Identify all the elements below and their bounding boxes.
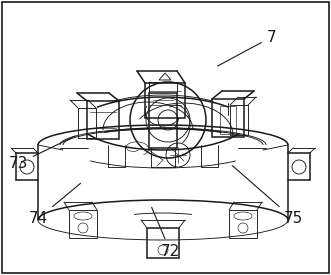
Text: 7: 7: [217, 30, 276, 66]
Bar: [230, 105, 248, 135]
Text: 73: 73: [9, 136, 75, 171]
Bar: [145, 83, 185, 118]
Text: 72: 72: [152, 207, 180, 259]
Bar: [229, 210, 257, 238]
Bar: [78, 108, 96, 138]
Bar: [69, 210, 97, 238]
Text: 75: 75: [232, 166, 303, 226]
Bar: [149, 93, 177, 148]
Bar: [147, 228, 179, 258]
Bar: [220, 106, 236, 134]
Text: 74: 74: [28, 183, 81, 226]
Bar: [212, 99, 244, 137]
Bar: [87, 101, 119, 139]
